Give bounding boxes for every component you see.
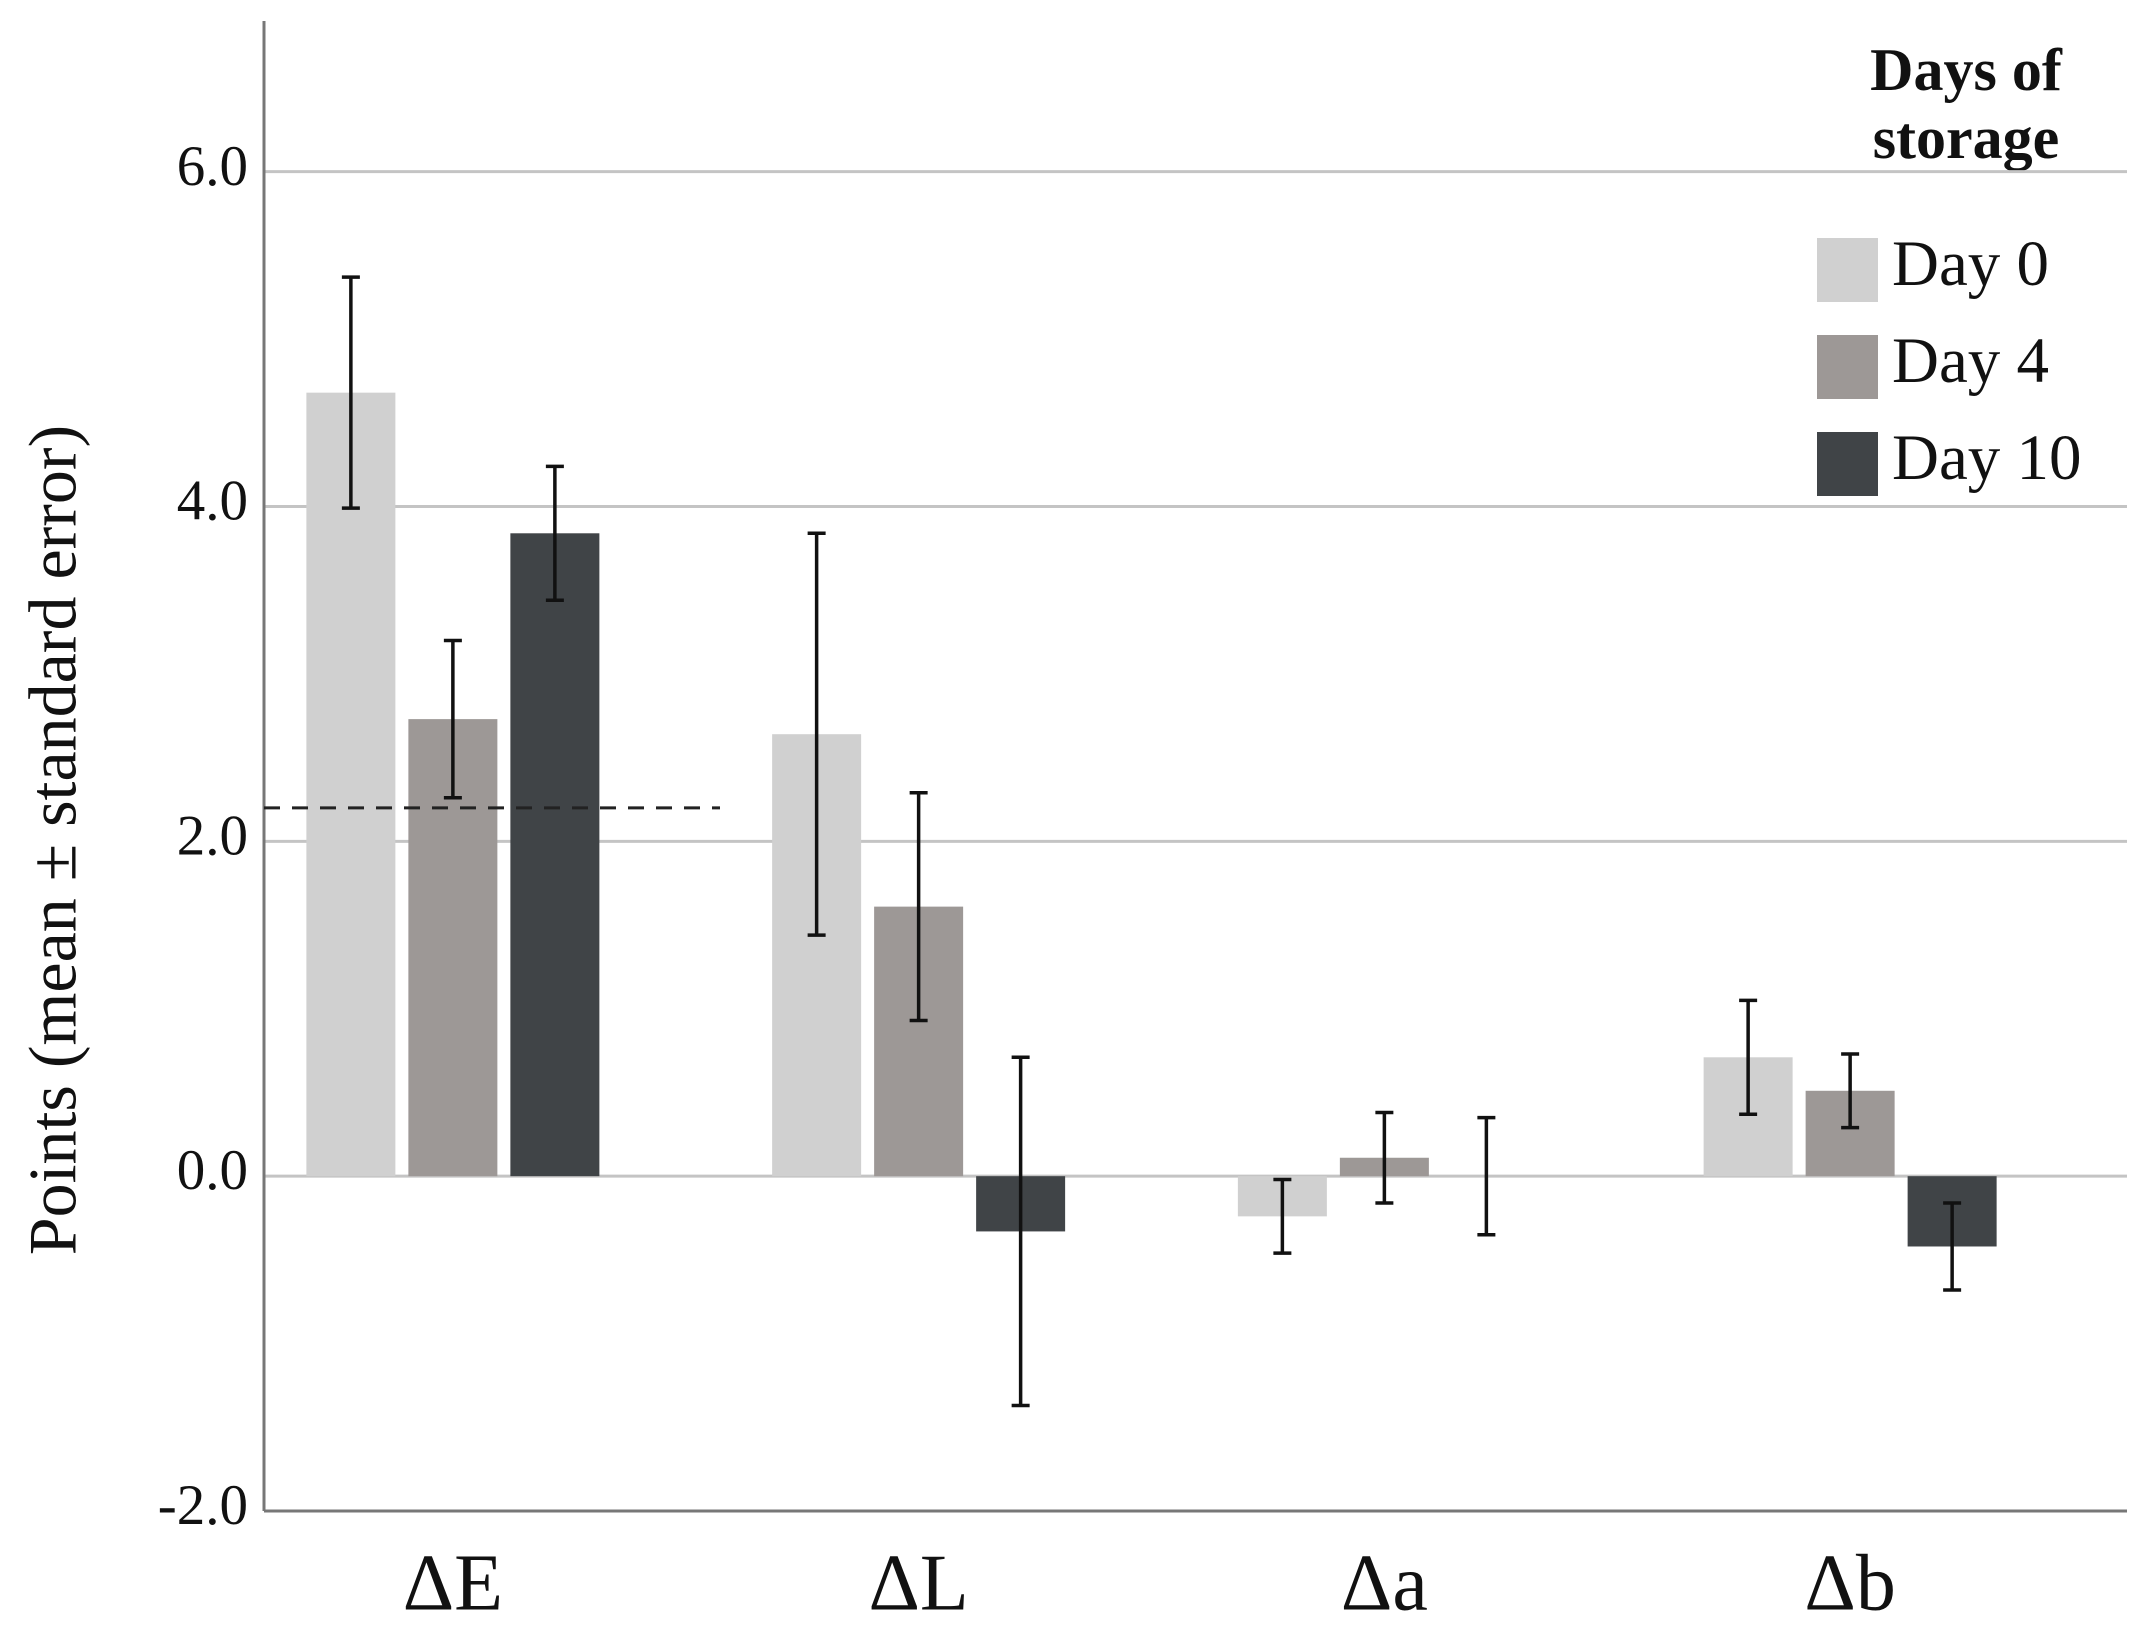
bar [306, 392, 396, 1177]
legend-label: Day 0 [1892, 228, 2049, 300]
x-tick-label: Δa [1341, 1539, 1428, 1627]
x-tick-label: ΔL [868, 1539, 968, 1627]
legend-title: storage [1873, 105, 2060, 171]
x-tick-label: Δb [1804, 1539, 1895, 1627]
error-bar [807, 531, 826, 937]
error-bar [1273, 1177, 1292, 1255]
error-bar [1943, 1201, 1962, 1292]
y-tick-label: 6.0 [177, 135, 248, 198]
y-tick-label: -2.0 [158, 1474, 248, 1537]
legend-swatch [1817, 238, 1878, 302]
error-bar [1841, 1052, 1860, 1130]
legend-label: Day 4 [1892, 325, 2049, 397]
error-bar [1739, 998, 1758, 1116]
legend-swatch [1817, 335, 1878, 399]
y-tick-label: 2.0 [177, 804, 248, 867]
y-tick-label: 4.0 [177, 470, 248, 533]
error-bar [1011, 1055, 1030, 1408]
error-bar [341, 275, 360, 510]
bar [510, 533, 600, 1177]
y-axis-label: Points (mean ± standard error) [15, 425, 91, 1255]
error-bar [545, 464, 564, 603]
error-bar [909, 791, 928, 1023]
legend-label: Day 10 [1892, 422, 2082, 494]
x-tick-label: ΔE [403, 1539, 503, 1627]
error-bar [1477, 1115, 1496, 1237]
y-tick-label: 0.0 [177, 1139, 248, 1202]
error-bar [443, 638, 462, 800]
legend-title: Days of [1870, 37, 2063, 103]
error-bar [1375, 1110, 1394, 1205]
legend-swatch [1817, 432, 1878, 496]
